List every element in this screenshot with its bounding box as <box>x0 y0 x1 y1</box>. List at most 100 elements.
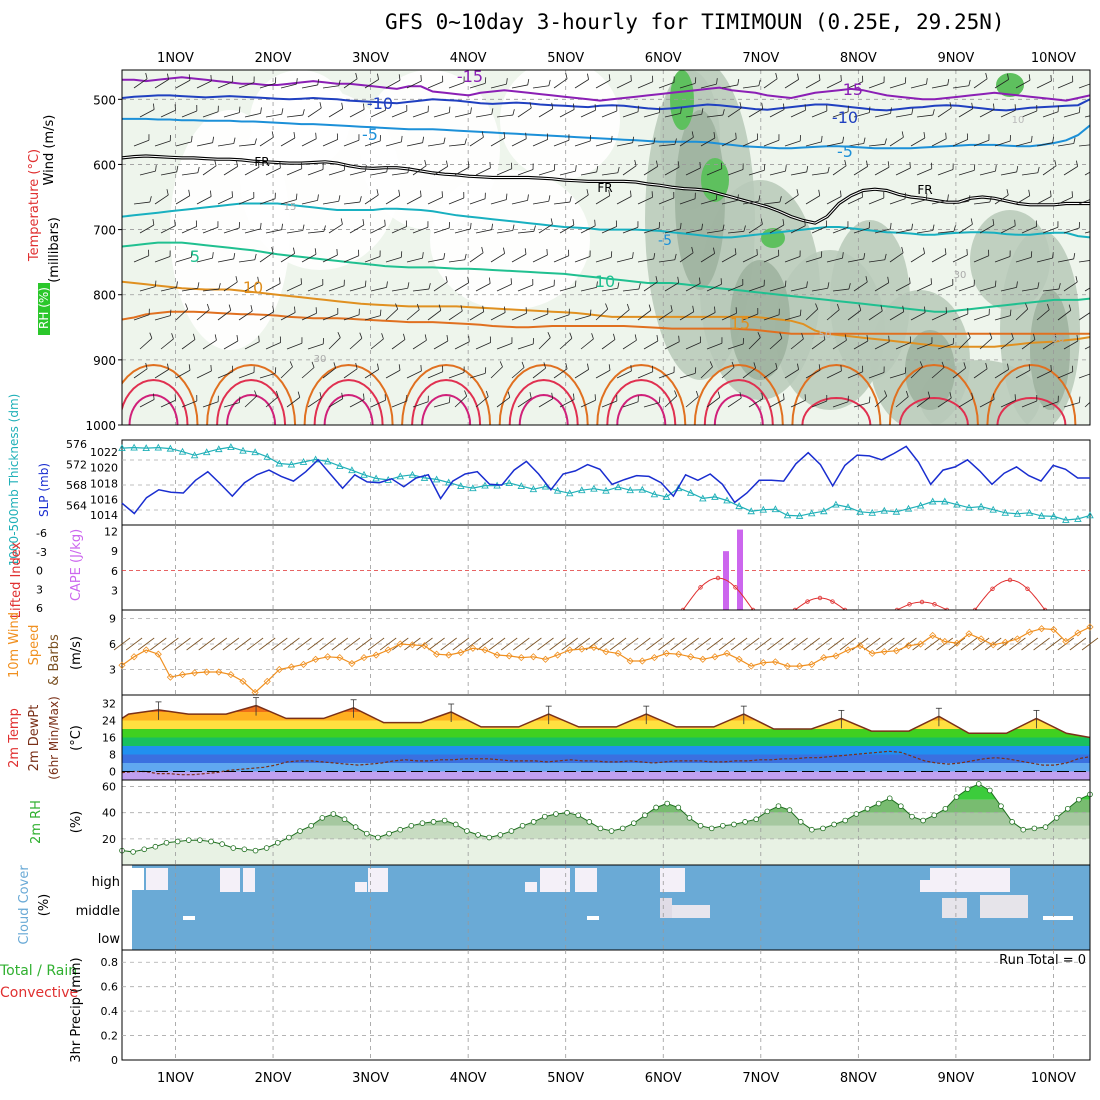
wind-barb <box>1057 371 1073 379</box>
li-point <box>733 585 738 590</box>
x-tick-label-top: 3NOV <box>352 51 389 66</box>
wind10m-point <box>1001 638 1009 646</box>
thickness-point <box>856 507 864 515</box>
wind-barb <box>973 78 988 89</box>
rh-point <box>1076 796 1082 803</box>
x-tick-label-bottom: 3NOV <box>352 1071 389 1086</box>
wind-barb <box>601 287 618 292</box>
warm-dome <box>421 393 472 425</box>
wind-barb-flag <box>880 305 883 312</box>
temp-color-band <box>122 737 1090 746</box>
wind-barb <box>511 253 527 263</box>
wind-barb-flag <box>176 165 179 173</box>
wind-barb-flag <box>338 195 341 202</box>
wind-barb <box>307 230 324 234</box>
wind-barb-flag <box>941 361 945 368</box>
wind-barb <box>784 256 801 263</box>
wind-barb <box>994 79 1009 89</box>
wind-barb <box>727 169 744 176</box>
wind10m-point <box>844 646 852 654</box>
wind-barb <box>748 337 761 350</box>
wind-barb <box>952 139 968 147</box>
y-axis-label-barbs: & Barbs <box>47 634 62 686</box>
precip-tick-label: 0.6 <box>101 981 119 994</box>
wind10m-barb <box>1081 637 1099 651</box>
wind-barb <box>868 82 885 89</box>
wind-barb-flag <box>467 276 470 283</box>
wind-barb-flag <box>575 165 577 172</box>
wind-barb-flag <box>989 196 992 203</box>
wind-barb-flag <box>613 333 616 340</box>
thickness-point <box>965 503 973 511</box>
wind-barb <box>958 285 975 292</box>
wind-barb <box>958 337 971 350</box>
wind-barb <box>160 287 177 292</box>
li-point <box>1025 586 1030 591</box>
wind-barb-flag <box>446 335 449 342</box>
wind-barb-flag <box>355 362 358 369</box>
wind-barb <box>496 230 513 234</box>
wind-barb <box>307 397 322 408</box>
wind-barb <box>238 310 253 321</box>
wind-barb-flag <box>1052 136 1055 143</box>
wind-barb <box>622 288 639 292</box>
slp-thickness-panel: 576 572 568 564 1022 1020 1018 1016 1014 1000-500… <box>7 394 1094 566</box>
wind-barb-flag <box>818 364 821 371</box>
wind10m-point <box>433 650 441 658</box>
wind-barb-flag <box>250 305 253 312</box>
wind-barb <box>805 195 820 205</box>
wind-barb-flag <box>506 78 508 85</box>
wind-barb-flag <box>758 195 761 202</box>
cloud-clear-block <box>540 868 570 892</box>
wind10m-barb <box>319 637 336 651</box>
rh-point <box>886 795 893 802</box>
wind-barb <box>826 370 842 379</box>
rh-point <box>452 821 459 828</box>
wind-barb <box>496 283 512 292</box>
wind-barb <box>643 227 660 234</box>
wind-barb <box>601 226 617 234</box>
panel-frame <box>121 439 1091 526</box>
wind-barb <box>832 288 849 292</box>
wind10m-barb <box>876 637 893 651</box>
wind-barb-flag <box>482 305 485 312</box>
temp-mask <box>122 695 1090 738</box>
thickness-point <box>723 496 731 504</box>
wind-barb-flag <box>543 362 546 369</box>
wind-barb <box>664 341 680 350</box>
wind-barb <box>994 140 1011 147</box>
wind-barb <box>916 397 931 408</box>
wind-barb-flag <box>1075 276 1078 283</box>
wind-tick-label: 6 <box>109 638 116 651</box>
wind-barb-flag <box>1037 166 1040 173</box>
wind-barb-flag <box>844 334 847 341</box>
wind-barb-flag <box>1050 190 1052 197</box>
wind-barb <box>286 168 302 176</box>
wind-barb <box>622 401 639 408</box>
y-axis-label-cloudpct: (%) <box>37 894 52 917</box>
wind-barb <box>196 257 213 263</box>
wind-barb <box>160 225 176 234</box>
wind-barb-flag <box>909 277 911 284</box>
wind10m-barb <box>379 637 397 651</box>
wind-barb-flag <box>289 361 293 368</box>
wind-barb <box>349 337 363 350</box>
wind-barb-flag <box>804 219 806 226</box>
wind-barb <box>259 136 274 147</box>
wind-barb <box>1057 258 1074 263</box>
rh-point <box>130 849 136 855</box>
wind-barb-flag <box>470 107 472 114</box>
wind-barb <box>847 371 863 379</box>
wind-barb <box>139 170 156 176</box>
wind-barb <box>511 138 527 147</box>
cloud-clear-block <box>672 905 710 918</box>
wind-barb <box>769 109 785 118</box>
wind-barb-flag <box>443 252 446 260</box>
wind-barb-flag <box>630 190 632 197</box>
wind10m-barb <box>343 637 361 651</box>
wind-barb <box>685 342 701 350</box>
wind10m-point <box>917 640 925 648</box>
wind-barb <box>244 341 260 350</box>
rh-point <box>230 845 237 851</box>
wind-barb <box>469 252 484 263</box>
